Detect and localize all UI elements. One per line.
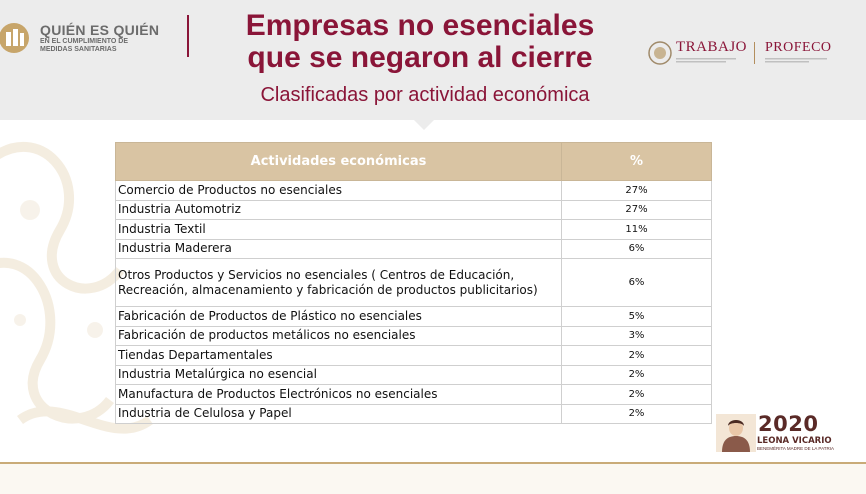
- header-band: [0, 0, 866, 120]
- title-line-1: Empresas no esenciales: [245, 9, 595, 42]
- percent-cell: 5%: [561, 306, 712, 327]
- activity-cell: Fabricación de Productos de Plástico no …: [115, 306, 562, 327]
- header-notch: [412, 118, 436, 130]
- activity-cell: Industria Textil: [115, 219, 562, 240]
- leona-vicario-portrait-icon: [716, 414, 756, 452]
- page-title: Empresas no esenciales que se negaron al…: [210, 10, 630, 74]
- percent-cell: 11%: [561, 219, 712, 240]
- table-row: Industria Metalúrgica no esencial 2%: [115, 364, 712, 385]
- footer-band: [0, 464, 866, 494]
- background-pattern: [0, 142, 153, 434]
- activity-cell: Comercio de Productos no esenciales: [115, 180, 562, 201]
- percent-cell: 6%: [561, 258, 712, 307]
- table-row: Industria Maderera 6%: [115, 238, 712, 259]
- profeco-logo: PROFECO: [765, 40, 832, 55]
- column-header-percent: %: [561, 142, 712, 181]
- activity-cell: Tiendas Departamentales: [115, 345, 562, 366]
- activity-cell: Industria Maderera: [115, 238, 562, 259]
- logos-divider: [754, 42, 755, 64]
- badge-tagline: BENEMÉRITA MADRE DE LA PATRIA: [757, 446, 835, 451]
- activity-cell: Industria Metalúrgica no esencial: [115, 364, 562, 385]
- quien-es-quien-logo-icon: [0, 23, 29, 53]
- badge-year: 2020: [758, 412, 819, 436]
- table-row: Fabricación de Productos de Plástico no …: [115, 306, 712, 327]
- percent-cell: 3%: [561, 325, 712, 346]
- trabajo-logo: TRABAJO: [676, 39, 748, 55]
- table-header-row: Actividades económicas %: [115, 142, 712, 181]
- table-row: Otros Productos y Servicios no esenciale…: [115, 258, 712, 307]
- activity-cell: Industria Automotriz: [115, 199, 562, 220]
- trabajo-logo-caption: [676, 58, 736, 63]
- page-subtitle: Clasificadas por actividad económica: [260, 84, 590, 106]
- activity-cell: Industria de Celulosa y Papel: [115, 403, 562, 424]
- table-row: Manufactura de Productos Electrónicos no…: [115, 384, 712, 405]
- activity-cell: Otros Productos y Servicios no esenciale…: [115, 258, 562, 307]
- activity-cell: Fabricación de productos metálicos no es…: [115, 325, 562, 346]
- percent-cell: 2%: [561, 364, 712, 385]
- header-divider: [187, 15, 189, 57]
- table-row: Comercio de Productos no esenciales 27%: [115, 180, 712, 201]
- footer-divider: [0, 462, 866, 464]
- percent-cell: 27%: [561, 180, 712, 201]
- activities-table: Actividades económicas % Comercio de Pro…: [115, 142, 712, 424]
- title-line-2: que se negaron al cierre: [247, 41, 593, 74]
- percent-cell: 2%: [561, 384, 712, 405]
- government-seal-icon: [648, 41, 672, 65]
- table-row: Fabricación de productos metálicos no es…: [115, 325, 712, 346]
- table-row: Industria Automotriz 27%: [115, 199, 712, 220]
- logo-title: QUIÉN ES QUIÉN: [40, 22, 160, 38]
- percent-cell: 27%: [561, 199, 712, 220]
- profeco-logo-caption: [765, 58, 827, 63]
- logo-subtitle: EN EL CUMPLIMIENTO DE MEDIDAS SANITARIAS: [40, 38, 129, 53]
- percent-cell: 6%: [561, 238, 712, 259]
- activity-cell: Manufactura de Productos Electrónicos no…: [115, 384, 562, 405]
- percent-cell: 2%: [561, 403, 712, 424]
- table-row: Industria de Celulosa y Papel 2%: [115, 403, 712, 424]
- badge-name: LEONA VICARIO: [757, 436, 832, 446]
- table-row: Tiendas Departamentales 2%: [115, 345, 712, 366]
- percent-cell: 2%: [561, 345, 712, 366]
- table-row: Industria Textil 11%: [115, 219, 712, 240]
- column-header-activity: Actividades económicas: [115, 142, 562, 181]
